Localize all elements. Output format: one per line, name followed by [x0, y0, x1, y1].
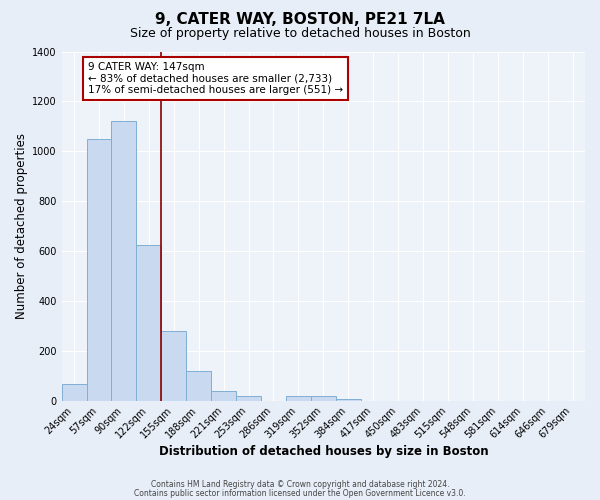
Bar [112, 122, 136, 400]
Text: 9, CATER WAY, BOSTON, PE21 7LA: 9, CATER WAY, BOSTON, PE21 7LA [155, 12, 445, 28]
Y-axis label: Number of detached properties: Number of detached properties [15, 133, 28, 319]
Bar [336, 398, 361, 400]
Text: 9 CATER WAY: 147sqm
← 83% of detached houses are smaller (2,733)
17% of semi-det: 9 CATER WAY: 147sqm ← 83% of detached ho… [88, 62, 343, 95]
Bar [286, 396, 311, 400]
Bar [311, 396, 336, 400]
Text: Size of property relative to detached houses in Boston: Size of property relative to detached ho… [130, 28, 470, 40]
Text: Contains HM Land Registry data © Crown copyright and database right 2024.: Contains HM Land Registry data © Crown c… [151, 480, 449, 489]
Bar [236, 396, 261, 400]
Text: Contains public sector information licensed under the Open Government Licence v3: Contains public sector information licen… [134, 488, 466, 498]
X-axis label: Distribution of detached houses by size in Boston: Distribution of detached houses by size … [158, 444, 488, 458]
Bar [62, 384, 86, 400]
Bar [186, 370, 211, 400]
Bar [211, 390, 236, 400]
Bar [136, 244, 161, 400]
Bar [86, 139, 112, 400]
Bar [161, 330, 186, 400]
